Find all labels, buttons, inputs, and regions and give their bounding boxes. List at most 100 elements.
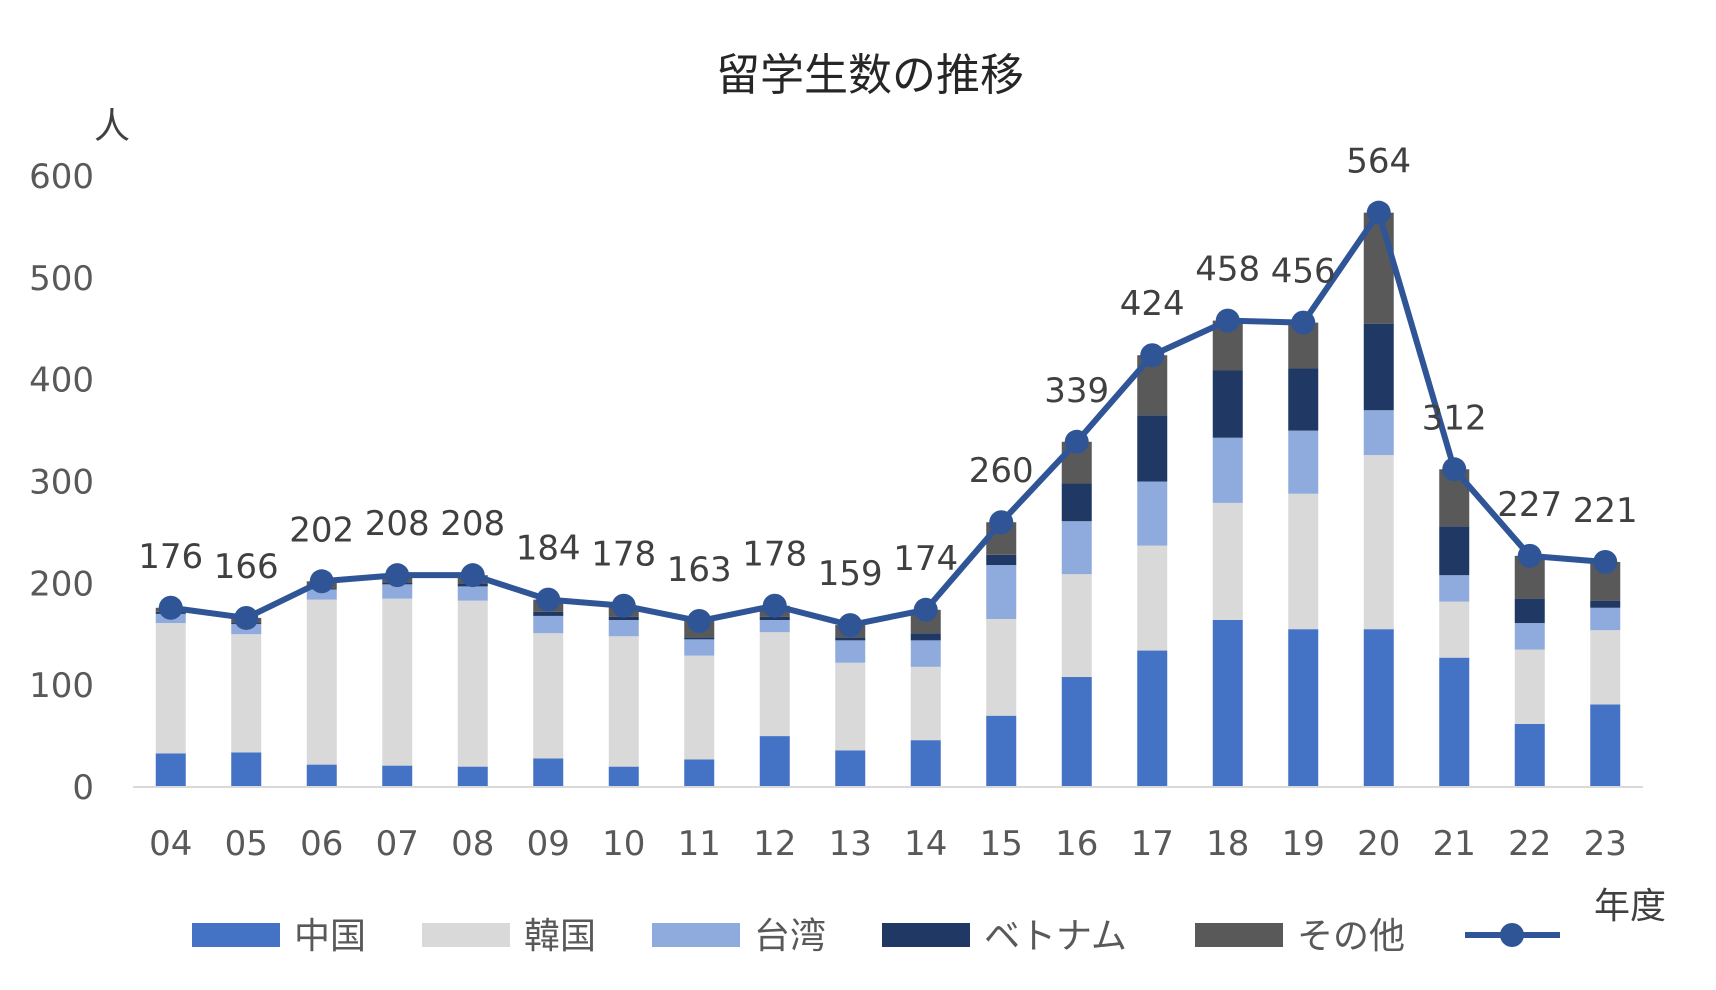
bar-segment (1061, 521, 1092, 575)
bar-segment (457, 600, 488, 767)
bar-segment (1439, 526, 1470, 576)
data-label: 312 (1422, 398, 1487, 438)
total-line-point (1291, 310, 1316, 335)
data-label: 227 (1497, 485, 1562, 525)
bar-segment (1061, 483, 1092, 522)
data-label: 260 (969, 451, 1034, 491)
bar-segment (231, 634, 262, 753)
bar-segment (306, 589, 337, 600)
bar-segment (1137, 415, 1168, 482)
bar-segment (1061, 677, 1092, 787)
bar-segment (1590, 630, 1621, 705)
total-line-point (385, 563, 410, 588)
bar-segment (835, 662, 866, 751)
bar-segment (608, 616, 639, 620)
bar-segment (910, 633, 941, 641)
total-line-point (687, 609, 712, 634)
bar-segment (986, 554, 1017, 566)
y-tick-label: 100 (29, 666, 94, 706)
bar-segment (306, 764, 337, 787)
x-tick-label: 10 (602, 824, 645, 864)
bar-segment (1363, 410, 1394, 456)
legend-label: 中国 (294, 916, 366, 957)
total-line-point (1366, 200, 1391, 225)
data-label: 456 (1271, 252, 1336, 292)
data-label: 564 (1346, 142, 1411, 182)
data-label: 208 (440, 504, 505, 544)
bar-segment (759, 736, 790, 787)
bar-segment (986, 715, 1017, 787)
bar-segment (1590, 704, 1621, 787)
y-axis-unit-label: 人 (94, 106, 130, 147)
total-line-point (762, 593, 787, 618)
legend-label: その他 (1297, 916, 1405, 957)
bar-segment (1363, 323, 1394, 411)
data-label: 339 (1044, 371, 1109, 411)
bar-segment (684, 637, 715, 640)
legend-swatch (422, 923, 510, 947)
bar-segment (1439, 657, 1470, 787)
legend-swatch (1195, 923, 1283, 947)
bar-segment (759, 619, 790, 633)
total-line-point (1140, 343, 1165, 368)
legend-line-marker (1500, 923, 1524, 947)
bar-segment (533, 615, 564, 634)
bar-segment (759, 616, 790, 620)
bar-segment (1137, 481, 1168, 546)
legend-label: ベトナム (984, 916, 1127, 957)
y-tick-label: 300 (29, 463, 94, 503)
data-label: 159 (818, 554, 883, 594)
y-tick-label: 400 (29, 361, 94, 401)
bar-segment (835, 637, 866, 641)
total-line-path (170, 209, 1606, 629)
bar-segment (910, 740, 941, 787)
bar-segment (1212, 370, 1243, 438)
bar-segment (382, 584, 413, 599)
data-label: 178 (742, 535, 807, 575)
total-line-point (838, 613, 863, 638)
y-axis-ticks: 0 100 200 300 400 500 600 (29, 157, 94, 808)
bar-segment (1439, 601, 1470, 658)
total-line-point (1215, 308, 1240, 333)
data-label: 176 (138, 537, 203, 577)
bar-segment (608, 619, 639, 637)
bar-segment (1363, 629, 1394, 787)
bar-segment (1137, 650, 1168, 787)
bar-segment (231, 752, 262, 787)
bar-segment (910, 640, 941, 667)
total-line-point (158, 595, 183, 620)
legend-label: 韓国 (524, 916, 596, 957)
total-line-point (460, 563, 485, 588)
bar-segment (986, 618, 1017, 716)
total-line-point (1442, 457, 1467, 482)
x-tick-label: 19 (1282, 824, 1325, 864)
bar-segment (910, 666, 941, 741)
bar-segment (457, 586, 488, 601)
bar-segment (457, 766, 488, 787)
x-tick-label: 17 (1131, 824, 1174, 864)
bar-segment (533, 633, 564, 759)
data-label: 178 (591, 535, 656, 575)
total-line-point (1593, 549, 1618, 574)
x-tick-label: 11 (678, 824, 721, 864)
bar-segment (306, 599, 337, 765)
y-tick-label: 0 (72, 768, 94, 808)
x-tick-label: 15 (980, 824, 1023, 864)
x-axis-ticks: 04 05 06 07 08 09 10 11 12 13 14 15 16 17 18 19 20 21 22 23 (149, 824, 1627, 864)
data-label: 174 (893, 539, 958, 579)
bar-segment (1212, 437, 1243, 503)
bar-segment (759, 632, 790, 737)
total-line-point (234, 605, 259, 630)
data-label: 166 (214, 547, 279, 587)
x-tick-label: 16 (1055, 824, 1098, 864)
x-tick-label: 13 (829, 824, 872, 864)
chart-title: 留学生数の推移 (716, 50, 1024, 101)
bar-segment (835, 640, 866, 663)
y-tick-label: 200 (29, 564, 94, 604)
x-tick-label: 23 (1584, 824, 1627, 864)
total-line-point (1064, 429, 1089, 454)
bar-segment (155, 753, 186, 787)
x-tick-label: 04 (149, 824, 192, 864)
bar-segment (1363, 455, 1394, 630)
